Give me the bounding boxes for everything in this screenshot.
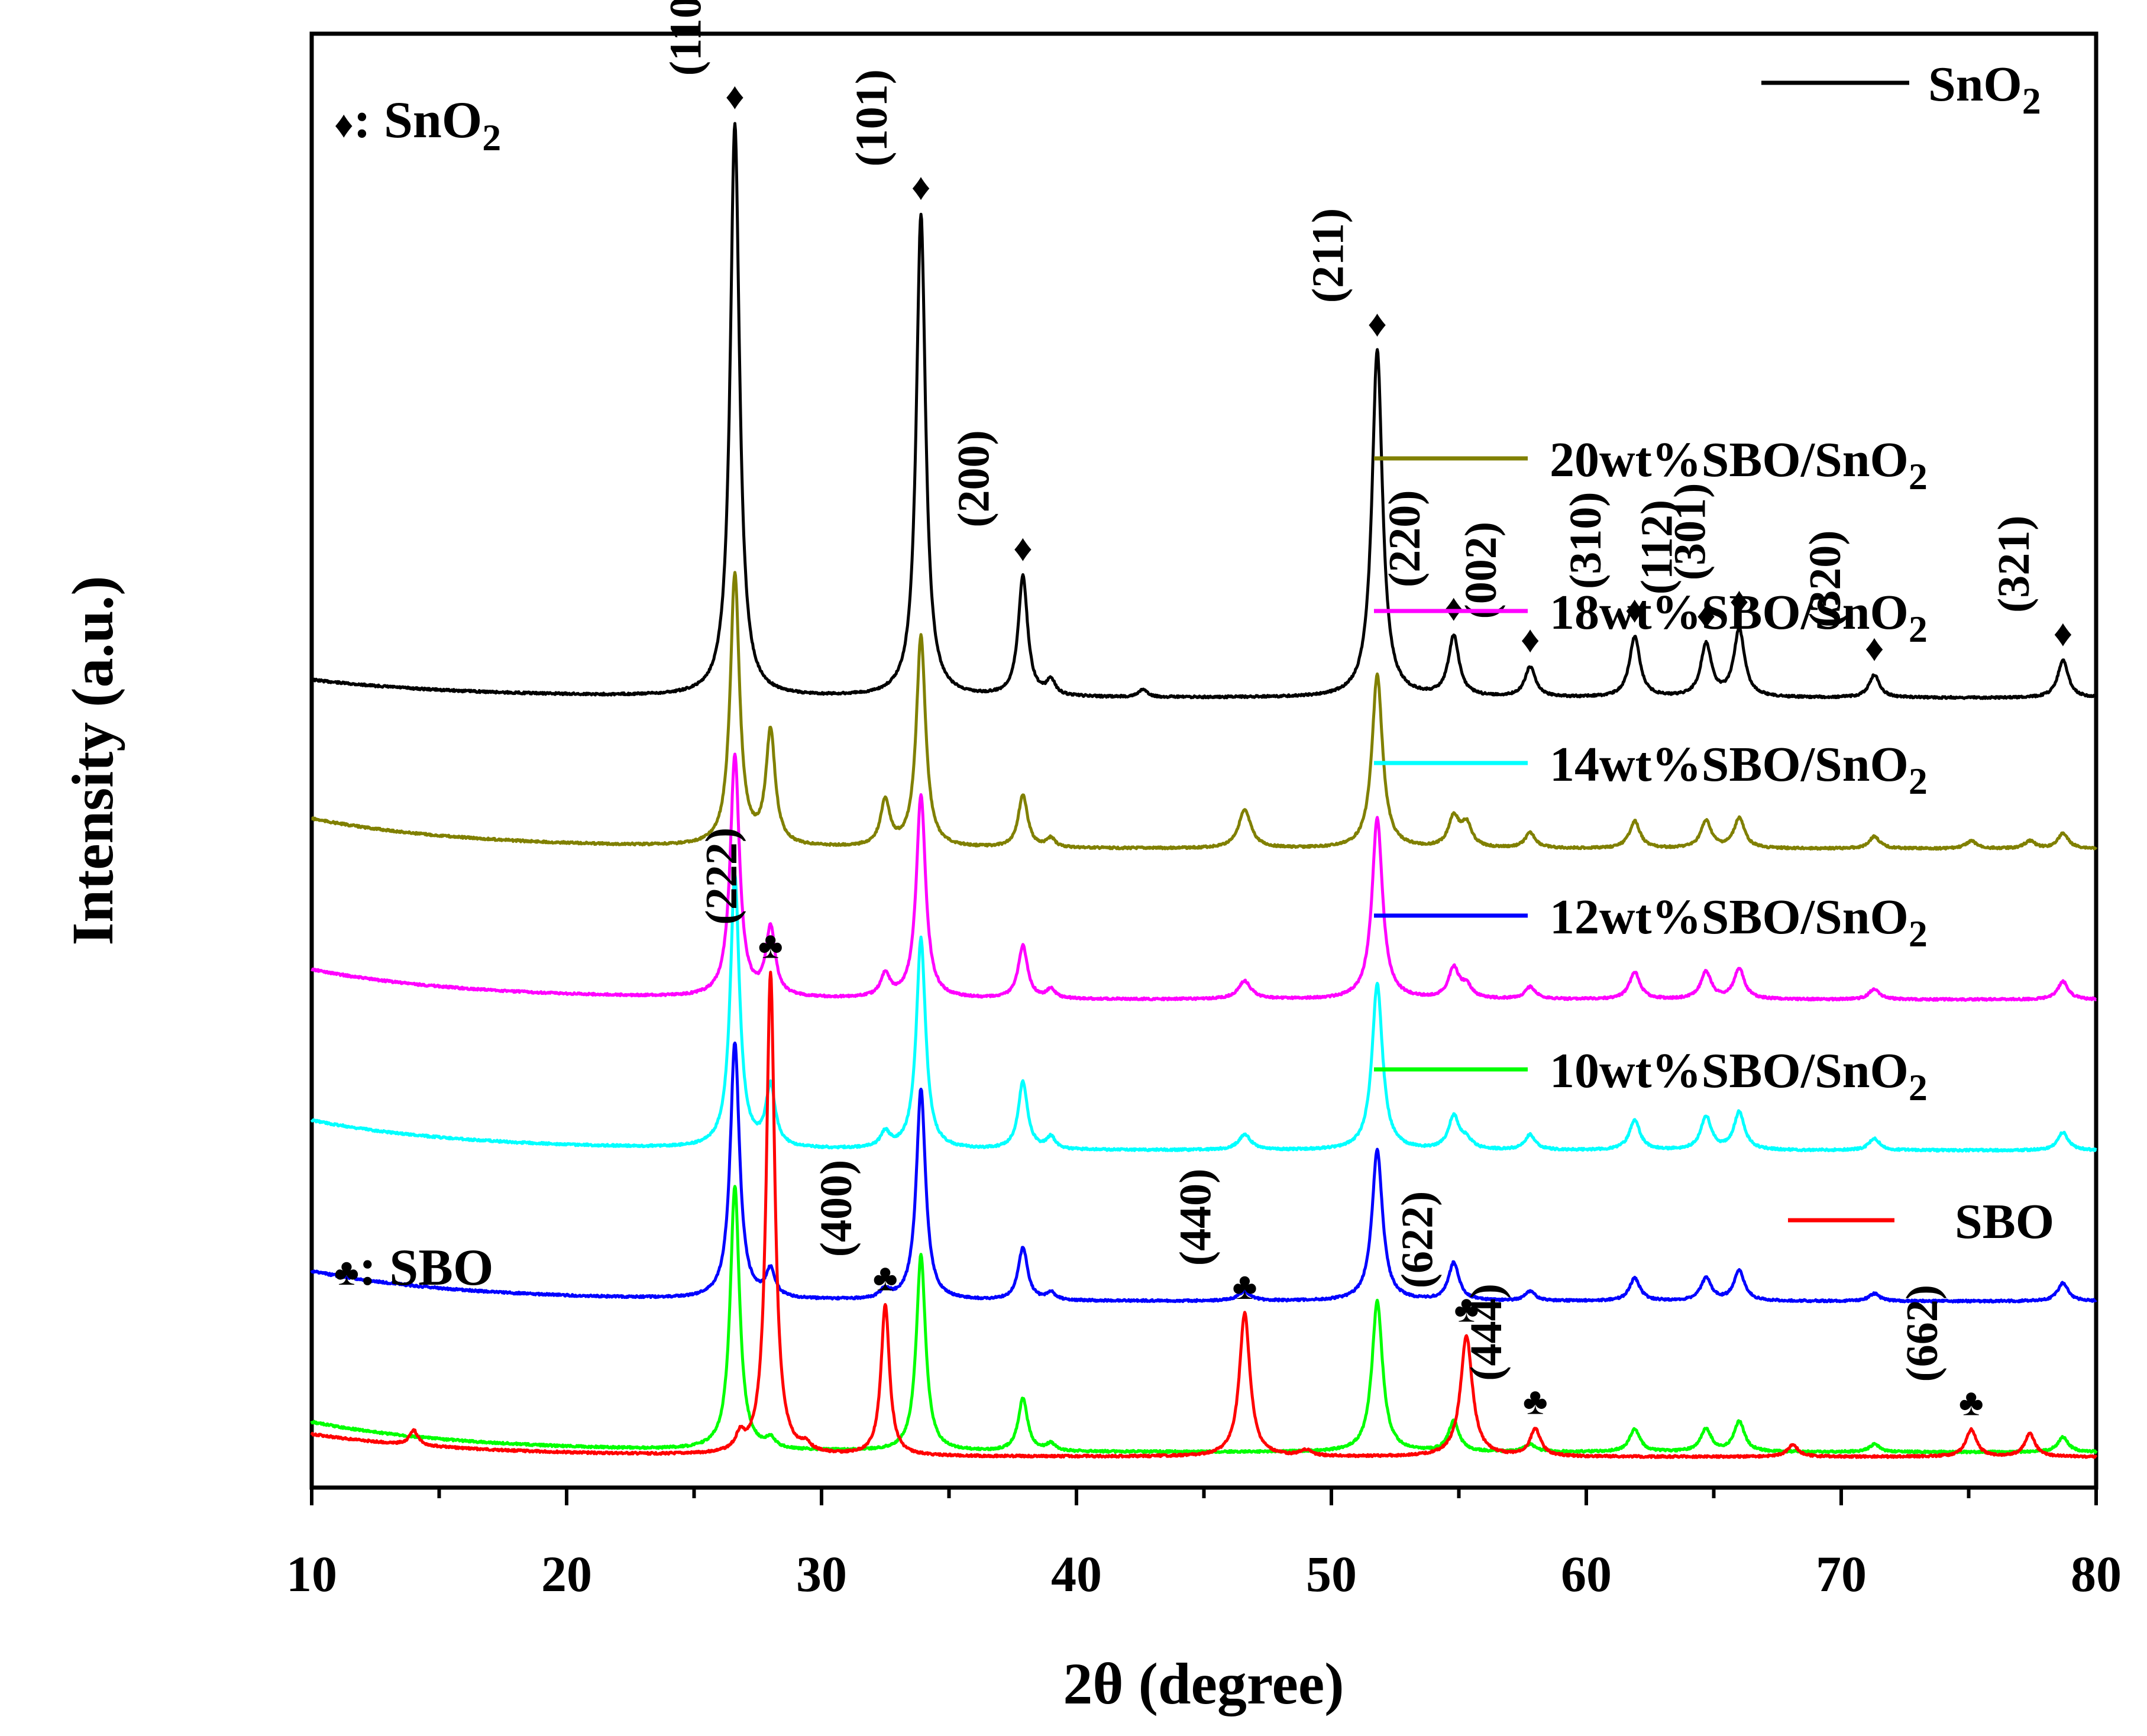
hkl-label-301: (301) (1666, 483, 1715, 581)
legend-label-10wt-sbo-sno2: 10wt%SBO/SnO2 (1550, 1043, 1928, 1108)
hkl-label-002: (002) (1456, 522, 1506, 619)
hkl-label-662: (662) (1897, 1285, 1947, 1382)
series-line-18wt-sbo-sno2 (311, 752, 2097, 1002)
x-tick-label: 40 (1051, 1546, 1102, 1602)
legend-label-14wt-sbo-sno2: 14wt%SBO/SnO2 (1550, 737, 1928, 802)
diamond-icon: ♦ (725, 75, 745, 117)
diamond-icon: ♦ (1729, 580, 1749, 622)
series-line-sbo (310, 971, 2098, 1459)
hkl-label-320: (320) (1800, 530, 1850, 628)
club-icon: ♣ (1454, 1288, 1479, 1330)
x-tick-label: 20 (541, 1546, 592, 1602)
x-axis-title: 2θ (degree) (1063, 1651, 1344, 1716)
diamond-icon: ♦ (1013, 527, 1033, 569)
series-line-20wt-sbo-sno2 (311, 571, 2098, 851)
sno2-marker-key: ♦: SnO2 (334, 92, 501, 159)
series-line-12wt-sbo-sno2 (310, 1041, 2097, 1304)
x-tick-label: 30 (796, 1546, 847, 1602)
x-tick-label: 10 (286, 1546, 337, 1602)
club-icon: ♣ (1959, 1382, 1984, 1424)
club-icon: ♣ (758, 924, 783, 966)
diamond-icon: ♦ (1865, 627, 1884, 669)
x-tick-label: 70 (1816, 1546, 1867, 1602)
hkl-label-400: (400) (811, 1160, 861, 1257)
series-layer (310, 122, 2098, 1459)
diamond-icon: ♦ (1444, 587, 1464, 629)
hkl-label-310: (310) (1561, 492, 1611, 589)
hkl-label-440: (440) (1171, 1169, 1221, 1266)
legend-label-20wt-sbo-sno2: 20wt%SBO/SnO2 (1550, 432, 1928, 497)
x-tick-label: 60 (1561, 1546, 1612, 1602)
hkl-label-622: (622) (1392, 1191, 1442, 1289)
diamond-icon: ♦ (334, 104, 354, 146)
diamond-icon: ♦ (2054, 612, 2073, 654)
hkl-label-110: (110) (661, 0, 711, 76)
legend-label-sno2: SnO2 (1928, 57, 2041, 122)
diamond-icon: ♦ (1625, 589, 1645, 631)
annotation-layer: ♦(110)♦(101)♦(200)♦(211)♦(220)♦(002) ♦(31… (661, 0, 2073, 1424)
y-axis-title: Intensity (a.u.) (60, 576, 125, 945)
hkl-label-222: (222) (697, 827, 746, 925)
hkl-label-220: (220) (1380, 490, 1430, 587)
legend-label-18wt-sbo-sno2: 18wt%SBO/SnO2 (1550, 585, 1928, 650)
hkl-label-112: (112) (1632, 500, 1682, 594)
legend-layer: SnO2 20wt%SBO/SnO2 18wt%SBO/SnO2 14wt%SBO/S… (1374, 57, 2054, 1249)
sbo-key-text: : SBO (359, 1239, 493, 1297)
diamond-icon: ♦ (1367, 302, 1387, 344)
x-tick-label: 80 (2071, 1546, 2122, 1602)
diamond-icon: ♦ (1696, 594, 1716, 636)
legend-label-sbo: SBO (1955, 1194, 2054, 1249)
diamond-icon: ♦ (1521, 618, 1540, 660)
sno2-key-subscript: 2 (482, 117, 501, 159)
series-line-sno2 (311, 122, 2097, 700)
hkl-label-101: (101) (847, 69, 897, 167)
sbo-marker-key: ♣: SBO (334, 1239, 493, 1297)
hkl-label-321: (321) (1989, 515, 2039, 613)
hkl-label-211: (211) (1304, 208, 1353, 303)
club-icon: ♣ (873, 1256, 898, 1298)
sno2-key-text: : SnO (354, 92, 483, 149)
club-icon: ♣ (1232, 1265, 1257, 1307)
x-axis: 10 20 30 40 50 60 70 80 (286, 1488, 2122, 1602)
series-line-14wt-sbo-sno2 (310, 873, 2097, 1153)
x-tick-label: 50 (1306, 1546, 1357, 1602)
club-icon: ♣ (1523, 1381, 1548, 1423)
diamond-icon: ♦ (911, 166, 931, 208)
hkl-label-200: (200) (949, 430, 999, 528)
club-icon: ♣ (334, 1251, 359, 1293)
hkl-label-444: (444) (1461, 1284, 1511, 1381)
legend-label-12wt-sbo-sno2: 12wt%SBO/SnO2 (1550, 890, 1928, 955)
